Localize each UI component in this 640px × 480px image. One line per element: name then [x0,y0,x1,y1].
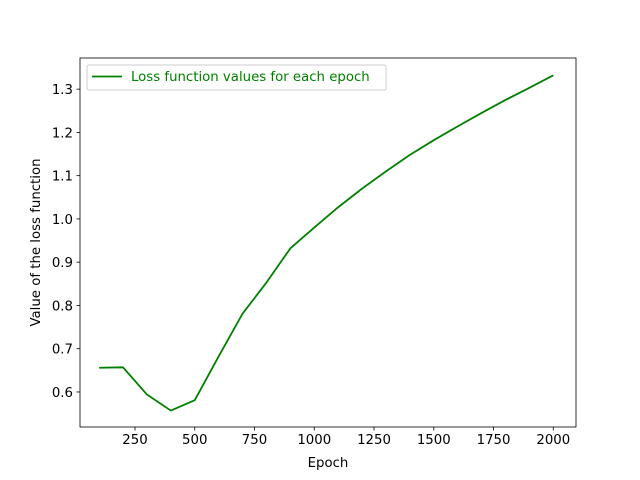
legend: Loss function values for each epoch [86,64,387,91]
y-tick-label: 0.9 [52,256,73,271]
y-tick-label: 1.1 [52,170,73,185]
y-axis-label: Value of the loss function [29,158,44,326]
y-tick-label: 1.0 [52,213,73,228]
legend-box [86,64,387,91]
x-tick-label: 1500 [417,433,451,448]
y-ticks: 0.6 0.7 0.8 0.9 1.0 1.1 1.2 1.3 [52,83,80,401]
legend-label: Loss function values for each epoch [131,70,370,85]
x-ticks: 250 500 750 1000 1250 1500 1750 2000 [122,427,570,448]
x-axis-label: Epoch [308,456,349,471]
y-tick-label: 0.8 [52,299,73,314]
plot-frame [79,57,577,428]
series-line [99,74,554,412]
x-tick-label: 1750 [477,433,511,448]
x-tick-label: 1250 [357,433,391,448]
x-tick-label: 750 [242,433,267,448]
x-tick-label: 500 [182,433,207,448]
plot-area [80,58,576,427]
series-layer [99,74,554,412]
y-tick-label: 1.2 [52,126,73,141]
y-tick-label: 0.7 [52,343,73,358]
x-tick-label: 2000 [536,433,570,448]
y-tick-label: 1.3 [52,83,73,98]
x-tick-label: 250 [122,433,147,448]
y-tick-label: 0.6 [52,386,73,401]
x-tick-label: 1000 [297,433,331,448]
